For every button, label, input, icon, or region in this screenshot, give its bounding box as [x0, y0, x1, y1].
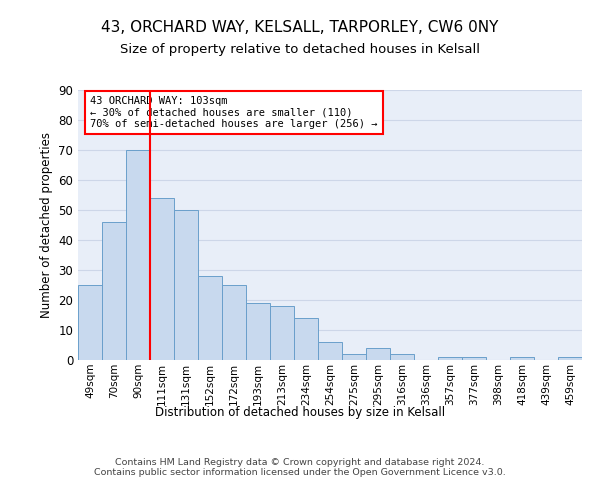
Bar [246, 303, 270, 360]
Bar [270, 306, 294, 360]
Bar [342, 354, 366, 360]
Bar [558, 357, 582, 360]
Bar [150, 198, 174, 360]
Bar [294, 318, 318, 360]
Y-axis label: Number of detached properties: Number of detached properties [40, 132, 53, 318]
Bar [462, 357, 486, 360]
Bar [366, 348, 390, 360]
Bar [126, 150, 150, 360]
Bar [198, 276, 222, 360]
Text: Contains HM Land Registry data © Crown copyright and database right 2024.
Contai: Contains HM Land Registry data © Crown c… [94, 458, 506, 477]
Bar [318, 342, 342, 360]
Bar [78, 285, 102, 360]
Text: Distribution of detached houses by size in Kelsall: Distribution of detached houses by size … [155, 406, 445, 419]
Bar [222, 285, 246, 360]
Bar [174, 210, 198, 360]
Text: Size of property relative to detached houses in Kelsall: Size of property relative to detached ho… [120, 42, 480, 56]
Text: 43, ORCHARD WAY, KELSALL, TARPORLEY, CW6 0NY: 43, ORCHARD WAY, KELSALL, TARPORLEY, CW6… [101, 20, 499, 35]
Text: 43 ORCHARD WAY: 103sqm
← 30% of detached houses are smaller (110)
70% of semi-de: 43 ORCHARD WAY: 103sqm ← 30% of detached… [90, 96, 377, 129]
Bar [102, 222, 126, 360]
Bar [510, 357, 534, 360]
Bar [438, 357, 462, 360]
Bar [390, 354, 414, 360]
